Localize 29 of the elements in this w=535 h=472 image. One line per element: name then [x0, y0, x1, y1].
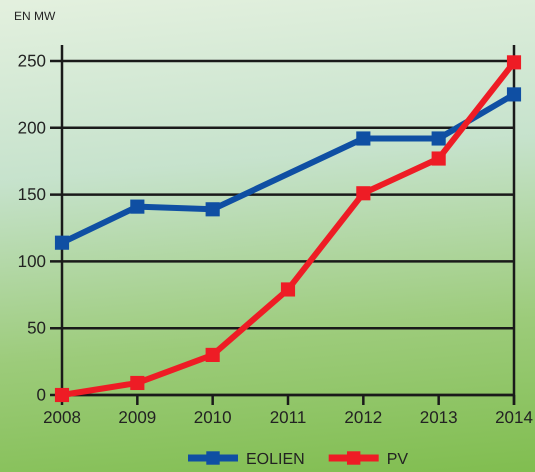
x-tick-label: 2009	[118, 408, 156, 428]
x-tick-label: 2011	[270, 408, 306, 428]
point	[432, 131, 446, 146]
point	[280, 282, 296, 297]
point	[130, 200, 144, 214]
point	[130, 376, 144, 390]
point	[54, 388, 70, 402]
legend-label: EOLIEN	[246, 451, 305, 468]
point	[506, 87, 522, 102]
x-tick-label: 2008	[43, 408, 81, 428]
point	[506, 55, 522, 70]
y-tick-label: 100	[18, 252, 46, 271]
point	[206, 202, 220, 216]
y-axis-title: EN MW	[14, 9, 56, 23]
point	[356, 131, 370, 146]
x-tick-label: 2012	[344, 408, 382, 428]
point	[206, 348, 220, 362]
y-tick-label: 150	[18, 185, 46, 204]
legend-label: PV	[386, 451, 408, 468]
x-tick-label: 2010	[194, 408, 232, 428]
y-tick-label: 250	[18, 51, 46, 70]
point	[432, 151, 446, 166]
x-tick-label: 2013	[420, 408, 458, 428]
point	[356, 186, 370, 200]
y-tick-label: 200	[18, 118, 46, 138]
y-tick-label: 0	[36, 385, 46, 404]
point	[54, 236, 70, 250]
y-tick-label: 50	[27, 318, 46, 338]
x-tick-label: 2014	[495, 408, 533, 428]
